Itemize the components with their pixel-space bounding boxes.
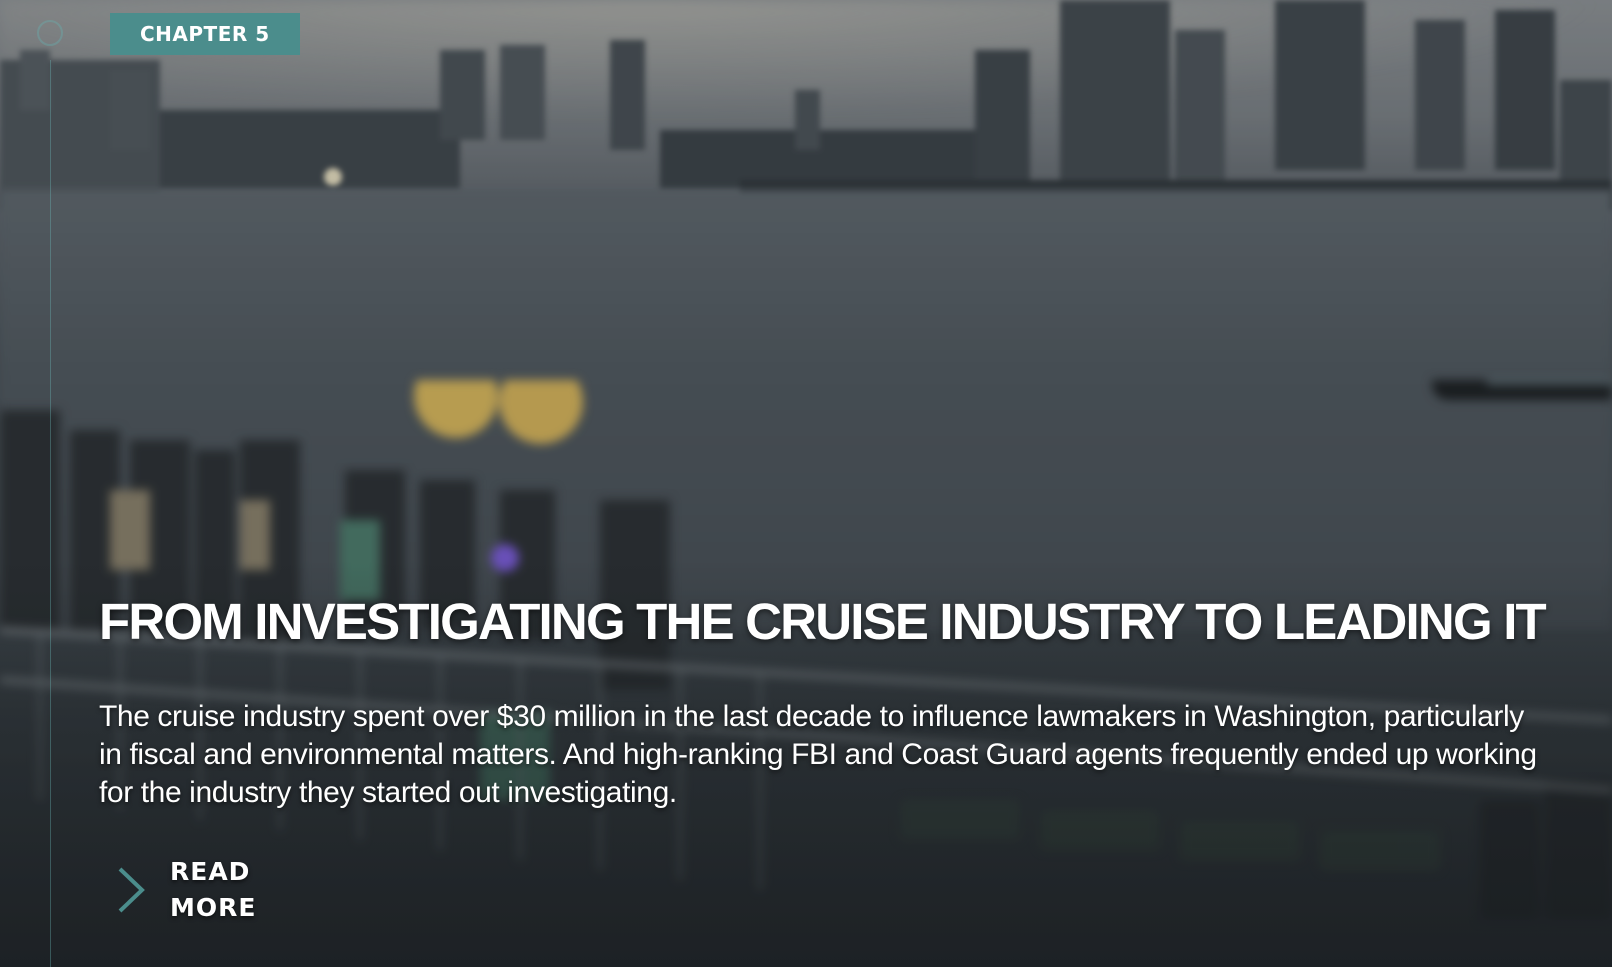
read-more-label: READ MORE bbox=[170, 857, 257, 922]
chevron-right-icon bbox=[118, 867, 145, 913]
read-more-link[interactable]: READ MORE bbox=[112, 854, 260, 926]
bottom-shade bbox=[0, 560, 1612, 967]
chapter-nav-dot[interactable] bbox=[37, 20, 63, 46]
chapter-label: CHAPTER 5 bbox=[140, 22, 270, 46]
story-summary: The cruise industry spent over $30 milli… bbox=[99, 700, 1537, 809]
story-title: FROM INVESTIGATING THE CRUISE INDUSTRY T… bbox=[99, 593, 1547, 650]
city-skyline bbox=[0, 0, 1612, 210]
chapter-nav-line bbox=[50, 60, 51, 967]
chapter-badge: CHAPTER 5 bbox=[110, 13, 300, 55]
